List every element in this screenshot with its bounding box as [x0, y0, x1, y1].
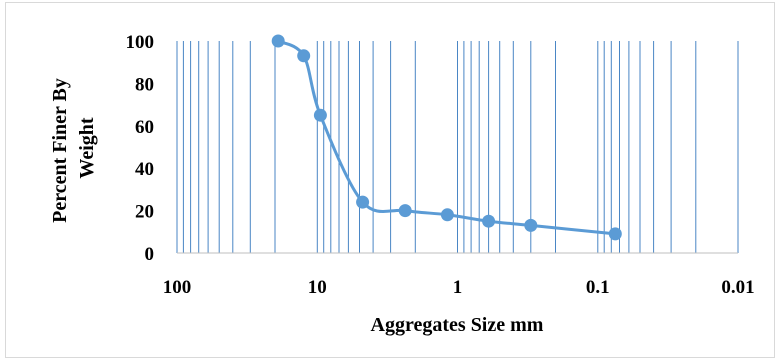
data-point [440, 208, 454, 222]
data-point [313, 108, 327, 122]
y-axis-title-line-1: Percent Finer By [49, 78, 71, 223]
series-line [276, 39, 617, 236]
x-tick-labels: 100 10 1 0.1 0.01 [163, 277, 755, 298]
x-tick-label: 0.01 [721, 277, 754, 298]
x-tick-label: 100 [163, 277, 192, 298]
data-point [482, 214, 496, 228]
x-tick-label: 0.1 [586, 277, 610, 298]
data-point [356, 195, 370, 209]
y-tick-labels: 0 20 40 60 80 100 [126, 32, 155, 265]
series-layer [271, 34, 622, 241]
x-tick-label: 10 [308, 277, 327, 298]
data-point [398, 204, 412, 218]
y-tick-label: 80 [135, 74, 154, 95]
y-tick-label: 20 [135, 202, 154, 223]
x-axis-title: Aggregates Size mm [371, 314, 544, 336]
data-point [524, 218, 538, 232]
y-tick-label: 60 [135, 117, 154, 138]
y-tick-label: 40 [135, 159, 154, 180]
data-point [271, 34, 285, 48]
vertical-gridlines [176, 41, 739, 253]
y-tick-label: 0 [145, 244, 155, 265]
data-point [297, 49, 311, 63]
data-point [608, 227, 622, 241]
y-axis-title: Percent Finer By Weight [49, 73, 98, 223]
x-tick-label: 1 [453, 277, 463, 298]
y-axis-title-line-2: Weight [76, 117, 98, 178]
chart-frame [5, 2, 775, 358]
y-tick-label: 100 [126, 32, 155, 53]
